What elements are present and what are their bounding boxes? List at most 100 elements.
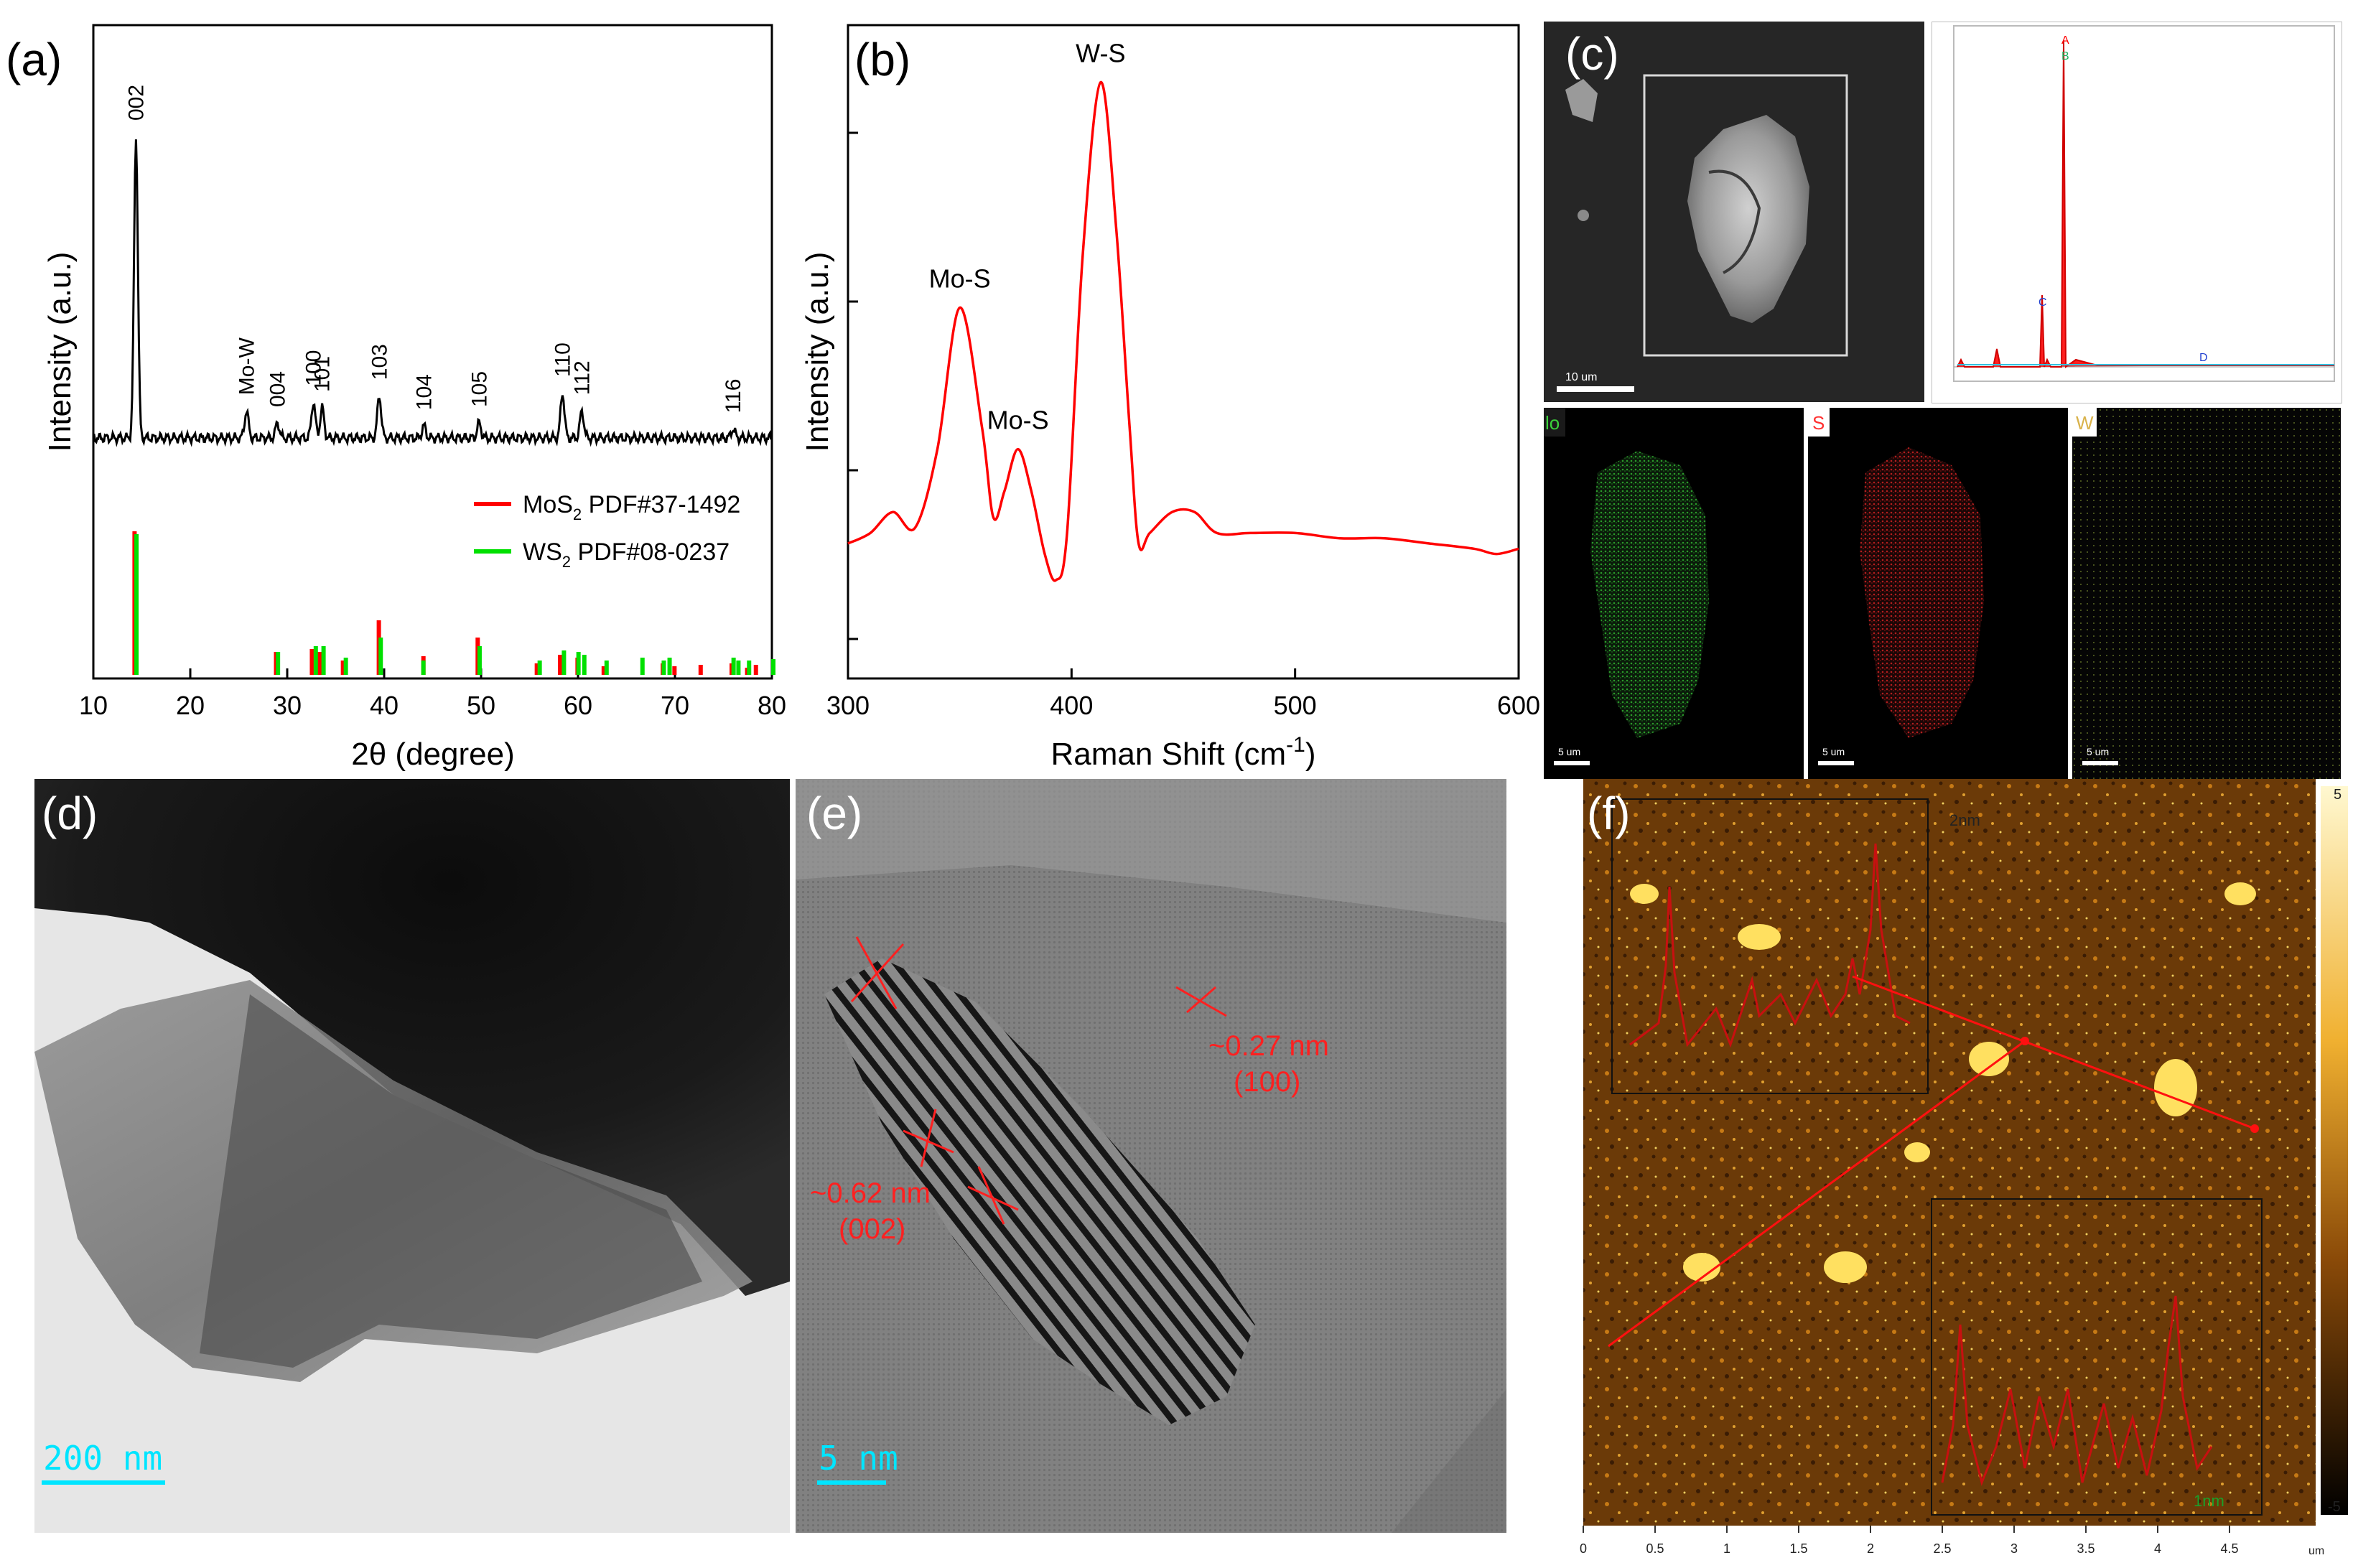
plane-label: (100) [1234, 1066, 1300, 1098]
sem-image: 10 um [1544, 22, 1924, 402]
lattice-marker [1175, 986, 1227, 1017]
x-tick-label: 10 [79, 691, 108, 720]
x-tick-label: 0 [1580, 1541, 1587, 1556]
inset-scale-label: 2nm [1949, 811, 1980, 829]
x-tick-label: 4.5 [2220, 1541, 2238, 1556]
x-tick-label: 3.5 [2077, 1541, 2095, 1556]
eds-spectrum: A B C D [1932, 22, 2342, 403]
scalebar-label: 5 um [2087, 746, 2109, 757]
scalebar [1557, 386, 1634, 392]
colorbar-max-label: 5 [2334, 787, 2342, 803]
peak-label: 002 [124, 85, 148, 121]
x-tick-label: 2.5 [1933, 1541, 1951, 1556]
raman-chart: 300 400 500 600 Mo-S Mo-S W-S (b) Raman Shift… [800, 24, 1540, 772]
peak-annotation: W-S [1076, 39, 1125, 68]
plot-frame [847, 24, 1520, 680]
panel-f-afm: 2nm 1nm 5 -5 0 0.5 1 1.5 2 2.5 3 3.5 4 4.5 um (f) [1544, 779, 2353, 1564]
x-tick-label: 500 [1274, 691, 1317, 720]
x-tick-label: 60 [564, 691, 592, 720]
profile-inset-top [1611, 798, 1929, 1094]
x-tick-label: 80 [758, 691, 786, 720]
x-tick-label: 20 [176, 691, 205, 720]
x-tick-label: 1 [1723, 1541, 1730, 1556]
x-tick-label: 1.5 [1789, 1541, 1807, 1556]
peak-label: 101 [311, 356, 335, 392]
colorbar-min-label: -5 [2328, 1499, 2341, 1515]
profile-line [1852, 975, 2255, 1130]
peak-annotation: Mo-S [987, 406, 1049, 435]
x-axis-label: Raman Shift (cm-1) [1051, 733, 1316, 772]
x-tick-label: 4 [2154, 1541, 2161, 1556]
axis-unit: um [2308, 1545, 2324, 1557]
legend-label: MoS2 PDF#37-1492 [523, 491, 740, 523]
x-tick-label: 3 [2010, 1541, 2018, 1556]
legend: MoS2 PDF#37-1492 WS2 PDF#08-0237 [474, 491, 740, 571]
colorbar [2321, 786, 2348, 1515]
eds-peak-label: D [2199, 352, 2208, 364]
peak-label: 103 [368, 344, 391, 380]
peak-label: 004 [266, 371, 290, 407]
scalebar-label: 5 um [1822, 746, 1845, 757]
peak-label: 116 [722, 379, 745, 414]
x-tick-label: 70 [661, 691, 689, 720]
element-distribution [2072, 408, 2341, 779]
peak-label: 112 [570, 360, 594, 395]
peak-label: 105 [467, 371, 491, 407]
panel-b: 300 400 500 600 Mo-S Mo-S W-S (b) Raman Shift… [800, 0, 1540, 779]
x-tick-label: 50 [467, 691, 495, 720]
scalebar-label: 200 nm [43, 1439, 162, 1478]
legend-label: WS2 PDF#08-0237 [523, 538, 730, 571]
profile-inset-bottom [1931, 1198, 2263, 1516]
height-profile [1941, 1295, 2213, 1486]
x-tick-label: 300 [826, 691, 870, 720]
eds-map-w: W 5 um [2072, 408, 2341, 779]
afm-height-map [1583, 779, 2316, 1526]
panel-label: (e) [806, 788, 862, 839]
scalebar-label: 5 um [1558, 746, 1580, 757]
x-tick-label: 400 [1050, 691, 1093, 720]
profile-line [1608, 1040, 2026, 1348]
y-axis-label: Intensity (a.u.) [42, 252, 78, 452]
x-tick-label: 40 [370, 691, 399, 720]
peak-label: 100 [302, 350, 325, 386]
y-axis-label: Intensity (a.u.) [801, 252, 835, 452]
panel-label: (c) [1565, 28, 1619, 80]
element-distribution [1860, 447, 1984, 738]
x-tick-label: 600 [1497, 691, 1540, 720]
particle-shape [1687, 115, 1809, 323]
peak-annotation: Mo-S [929, 264, 991, 294]
eds-curve [1957, 39, 2334, 368]
d-spacing-label: ~0.27 nm [1208, 1030, 1329, 1062]
panel-label: (f) [1587, 788, 1630, 839]
map-label: W [2076, 412, 2094, 434]
panel-d-tem: 200 nm (d) [34, 779, 790, 1533]
peak-label: Mo-W [235, 337, 258, 396]
thick-region [34, 779, 790, 1296]
panel-e-hrtem: ~0.62 nm (002) ~0.27 nm (100) 5 nm (e) [796, 779, 2222, 1533]
x-axis-label: 2θ (degree) [351, 737, 514, 772]
height-profile [1629, 843, 1911, 1048]
inset-scale-label: 1nm [2194, 1492, 2224, 1510]
panel-a: 10 20 30 40 50 60 70 80 002 Mo-W 004 100 101 103 104 1… [0, 0, 797, 779]
x-tick-label: 30 [273, 691, 302, 720]
scalebar-label: 10 um [1565, 371, 1597, 383]
panel-label: (a) [6, 34, 62, 85]
xrd-trace [93, 139, 773, 447]
peak-label: 104 [412, 374, 436, 410]
lattice-marker [920, 1109, 937, 1167]
x-tick-label: 2 [1867, 1541, 1874, 1556]
eds-peak-label: C [2039, 297, 2047, 309]
map-label: S [1812, 412, 1825, 434]
peak-label: 110 [551, 342, 574, 377]
element-distribution [1590, 451, 1709, 738]
eds-map-s: S 5 um [1808, 408, 2068, 779]
x-tick-label: 0.5 [1646, 1541, 1664, 1556]
d-spacing-label: ~0.62 nm [810, 1177, 931, 1209]
panel-label: (d) [42, 788, 98, 839]
panel-c: 10 um A B C D lo 5 um [1544, 22, 2353, 779]
raman-trace [847, 80, 1519, 582]
plane-label: (002) [839, 1213, 905, 1245]
selection-box [1643, 74, 1848, 357]
scalebar [817, 1480, 886, 1485]
